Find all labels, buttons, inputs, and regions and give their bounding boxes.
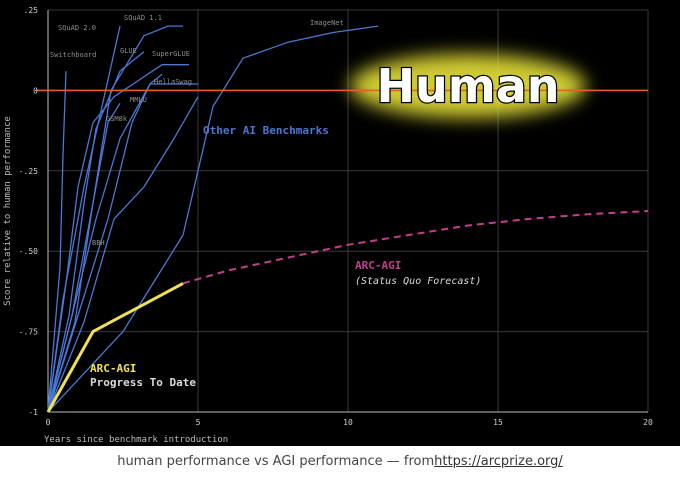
benchmark-line xyxy=(47,83,198,413)
arc-forecast-subtitle: (Status Quo Forecast) xyxy=(355,276,481,287)
chart-figure: .25 0 -.25 -.50 -.75 -1 0 5 10 15 20 Years since be… xyxy=(0,0,680,446)
benchmark-line xyxy=(47,51,145,413)
benchmark-label: Switchboard xyxy=(50,51,96,59)
benchmark-label: GLUE xyxy=(120,47,137,55)
benchmark-label: SuperGLUE xyxy=(152,50,190,58)
benchmark-label: ImageNet xyxy=(310,19,344,27)
x-tick-label: 20 xyxy=(643,418,653,427)
y-tick-label: 0 xyxy=(33,86,38,95)
arc-progress-line xyxy=(46,282,184,413)
benchmark-label: SQuAD 2.0 xyxy=(58,24,96,32)
x-tick-label: 15 xyxy=(493,418,503,427)
benchmark-line xyxy=(47,64,189,413)
benchmark-label: MMLU xyxy=(130,96,147,104)
caption-link[interactable]: https://arcprize.org/ xyxy=(434,454,563,469)
arc-forecast-title: ARC-AGI xyxy=(355,259,401,272)
x-tick-label: 0 xyxy=(46,418,51,427)
benchmark-line xyxy=(47,96,199,413)
benchmark-series xyxy=(36,25,649,413)
chart-svg: .25 0 -.25 -.50 -.75 -1 0 5 10 15 20 Years since be… xyxy=(3,6,653,445)
human-glow xyxy=(350,54,586,118)
y-tick-label: -.25 xyxy=(19,167,38,176)
other-benchmarks-annotation: Other AI Benchmarks xyxy=(203,124,329,137)
benchmark-line xyxy=(47,25,121,413)
image-caption: human performance vs AGI performance — f… xyxy=(0,446,680,477)
x-axis-title: Years since benchmark introduction xyxy=(44,435,228,445)
benchmark-label: GSM8k xyxy=(106,115,128,123)
benchmark-label: HellaSwag xyxy=(154,78,192,86)
human-label-glow xyxy=(350,54,586,118)
axis-ticks: .25 0 -.25 -.50 -.75 -1 0 5 10 15 20 Years since be… xyxy=(3,6,653,445)
y-tick-label: -1 xyxy=(28,408,38,417)
benchmark-line xyxy=(47,73,163,413)
caption-text: human performance vs AGI performance — f… xyxy=(117,454,435,469)
y-tick-label: -.75 xyxy=(19,328,38,337)
annotations: Switchboard SQuAD 2.0 SQuAD 1.1 GLUE SuperGL… xyxy=(50,14,561,389)
human-label: Human xyxy=(377,59,560,113)
y-tick-label: .25 xyxy=(24,6,39,15)
arc-progress-title: ARC-AGI xyxy=(90,362,136,375)
arc-forecast-line xyxy=(182,210,649,285)
benchmark-label: SQuAD 1.1 xyxy=(124,14,162,22)
benchmark-line xyxy=(47,102,121,413)
benchmark-line xyxy=(47,71,67,413)
x-tick-label: 5 xyxy=(196,418,201,427)
benchmark-label: BBH xyxy=(92,239,105,247)
x-tick-label: 10 xyxy=(343,418,353,427)
y-tick-label: -.50 xyxy=(19,247,38,256)
arc-progress-subtitle: Progress To Date xyxy=(90,376,196,389)
benchmark-line xyxy=(47,25,379,413)
y-axis-title: Score relative to human performance xyxy=(3,116,13,306)
